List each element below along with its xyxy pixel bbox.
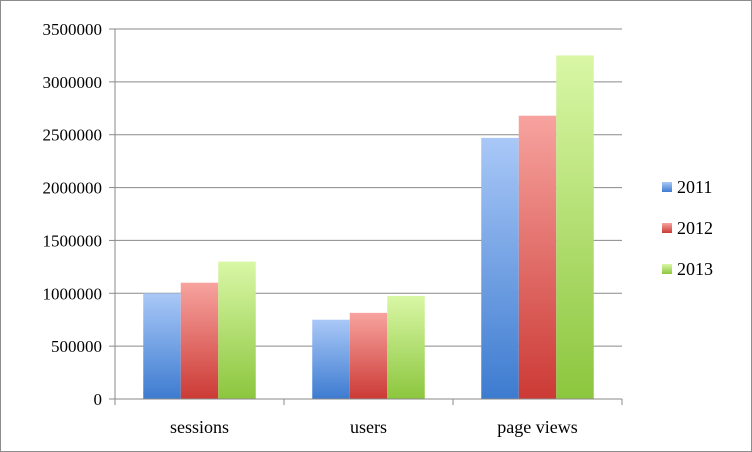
bar-2011-sessions — [143, 293, 181, 399]
y-tick-label: 3000000 — [43, 73, 103, 92]
bar-2011-page-views — [481, 137, 519, 399]
legend: 2011 2012 2013 — [662, 177, 713, 279]
bar-2013-sessions — [218, 261, 256, 399]
y-tick-label: 0 — [94, 390, 103, 409]
legend-label-2013: 2013 — [677, 259, 713, 279]
legend-label-2012: 2012 — [677, 218, 713, 238]
x-category-label: users — [350, 417, 387, 437]
bar-2011-users — [312, 319, 350, 399]
bar-2012-sessions — [180, 282, 219, 399]
bar-2012-users — [349, 312, 388, 399]
legend-swatch-2011 — [662, 182, 672, 192]
bar-2013-users — [387, 295, 425, 399]
bar-2012-page-views — [518, 115, 557, 399]
y-tick-label: 500000 — [51, 337, 102, 356]
x-category-label: sessions — [170, 417, 229, 437]
axes: 0 500000 1000000 1500000 2000000 2500000 30000… — [43, 20, 623, 437]
y-tick-label: 1500000 — [43, 231, 103, 250]
legend-label-2011: 2011 — [677, 177, 712, 197]
legend-swatch-2013 — [662, 264, 672, 274]
y-tick-label: 1000000 — [43, 284, 103, 303]
y-tick-label: 3500000 — [43, 20, 103, 39]
x-category-label: page views — [497, 417, 577, 437]
y-tick-label: 2000000 — [43, 179, 103, 198]
legend-swatch-2012 — [662, 223, 672, 233]
bars — [143, 55, 594, 400]
bar-2013-page-views — [556, 55, 594, 400]
y-tick-label: 2500000 — [43, 126, 103, 145]
